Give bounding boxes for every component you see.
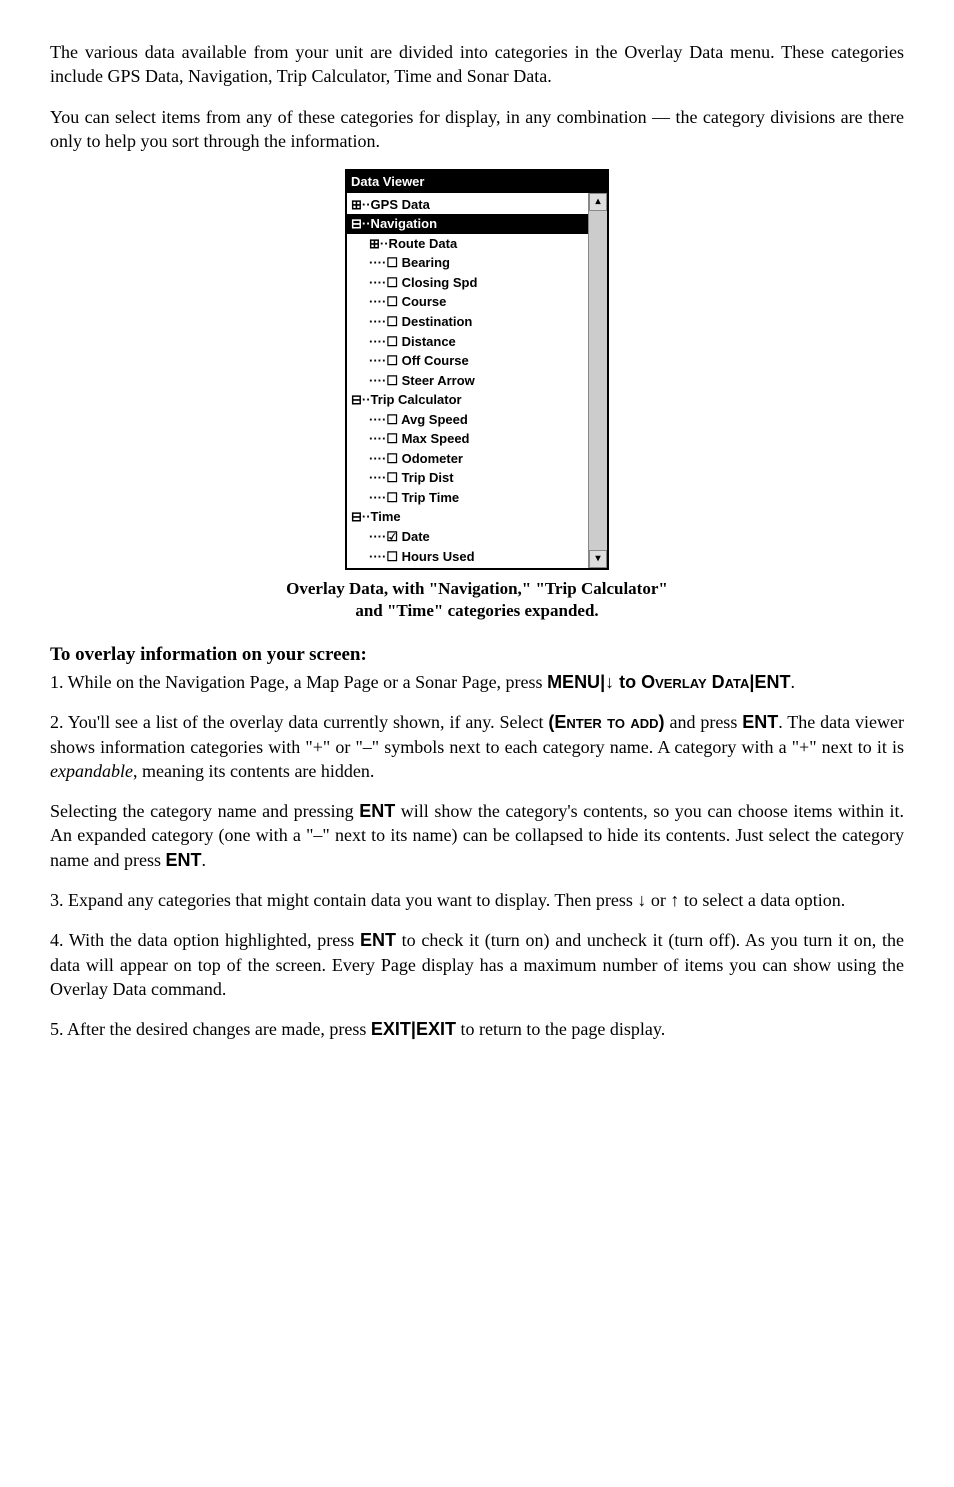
tree-item: ⊟··Navigation [347, 214, 588, 234]
data-viewer-list: ⊞··GPS Data⊟··Navigation⊞··Route Data···… [347, 193, 588, 568]
tree-item: ····☐ Trip Time [347, 488, 588, 508]
scrollbar: ▴ ▾ [588, 193, 607, 568]
tree-item: ⊞··Route Data [347, 234, 588, 254]
scroll-up-icon: ▴ [589, 193, 607, 211]
intro-p2: You can select items from any of these c… [50, 105, 904, 154]
section-heading: To overlay information on your screen: [50, 642, 904, 668]
figure-caption: Overlay Data, with "Navigation," "Trip C… [50, 578, 904, 622]
tree-item: ⊞··GPS Data [347, 195, 588, 215]
tree-item: ····☐ Closing Spd [347, 273, 588, 293]
tree-item: ····☐ Off Course [347, 351, 588, 371]
step-1: 1. While on the Navigation Page, a Map P… [50, 670, 904, 694]
step-5: 5. After the desired changes are made, p… [50, 1017, 904, 1041]
step-3: 3. Expand any categories that might cont… [50, 888, 904, 912]
data-viewer-title: Data Viewer [347, 171, 607, 193]
tree-item: ⊟··Trip Calculator [347, 390, 588, 410]
step-2: 2. You'll see a list of the overlay data… [50, 710, 904, 783]
tree-item: ····☐ Odometer [347, 449, 588, 469]
step-4: 4. With the data option highlighted, pre… [50, 928, 904, 1001]
intro-p1: The various data available from your uni… [50, 40, 904, 89]
tree-item: ····☐ Course [347, 292, 588, 312]
tree-item: ····☑ Date [347, 527, 588, 547]
step-2b: Selecting the category name and pressing… [50, 799, 904, 872]
tree-item: ····☐ Max Speed [347, 429, 588, 449]
tree-item: ····☐ Avg Speed [347, 410, 588, 430]
scroll-down-icon: ▾ [589, 550, 607, 568]
tree-item: ····☐ Trip Dist [347, 468, 588, 488]
tree-item: ····☐ Hours Used [347, 547, 588, 567]
tree-item: ⊟··Time [347, 507, 588, 527]
data-viewer-figure: Data Viewer ⊞··GPS Data⊟··Navigation⊞··R… [345, 169, 609, 570]
tree-item: ····☐ Destination [347, 312, 588, 332]
tree-item: ····☐ Steer Arrow [347, 371, 588, 391]
tree-item: ····☐ Distance [347, 332, 588, 352]
tree-item: ····☐ Bearing [347, 253, 588, 273]
